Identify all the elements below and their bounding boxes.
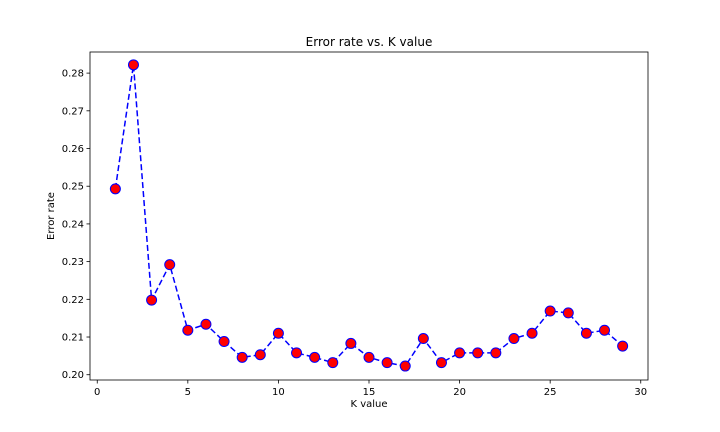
data-markers (109, 59, 629, 372)
y-tick-label: 0.26 (62, 144, 84, 155)
y-tick-label: 0.28 (62, 69, 84, 80)
y-tick-label: 0.23 (62, 257, 84, 268)
data-point (399, 360, 411, 372)
y-tick-label: 0.27 (62, 106, 84, 117)
x-tick-label: 30 (634, 387, 647, 398)
data-point (562, 307, 574, 319)
x-axis-label: K value (350, 399, 387, 410)
data-point (599, 324, 611, 336)
data-point (291, 347, 303, 359)
data-point (127, 59, 139, 71)
data-point (526, 327, 538, 339)
data-point (182, 324, 194, 336)
y-tick-label: 0.24 (62, 219, 84, 230)
data-point (454, 347, 466, 359)
data-point (580, 327, 592, 339)
data-point (200, 318, 212, 330)
data-point (472, 347, 484, 359)
y-tick-label: 0.22 (62, 295, 84, 306)
data-point (236, 351, 248, 363)
x-tick-label: 25 (544, 387, 557, 398)
data-point (218, 336, 230, 348)
data-point (363, 351, 375, 363)
y-tick-label: 0.20 (62, 370, 84, 381)
x-tick-label: 10 (272, 387, 285, 398)
data-point (272, 327, 284, 339)
y-axis-label: Error rate (46, 192, 57, 240)
data-point (417, 333, 429, 345)
data-point (254, 349, 266, 361)
y-tick-label: 0.21 (62, 333, 84, 344)
data-point (617, 340, 629, 352)
x-axis-ticks: 0 5 10 15 20 25 30 (94, 380, 647, 398)
data-point (146, 294, 158, 306)
data-point (490, 347, 502, 359)
data-point (508, 333, 520, 345)
x-tick-label: 20 (453, 387, 466, 398)
data-point (345, 337, 357, 349)
y-axis-ticks: 0.20 0.21 0.22 0.23 0.24 0.25 0.26 0.27 0.28 (62, 69, 90, 381)
data-point (309, 351, 321, 363)
y-tick-label: 0.25 (62, 182, 84, 193)
data-point (435, 357, 447, 369)
data-point (164, 259, 176, 271)
data-point (381, 357, 393, 369)
data-point (544, 305, 556, 317)
x-tick-label: 0 (94, 387, 100, 398)
chart-title: Error rate vs. K value (306, 35, 433, 49)
data-point (327, 357, 339, 369)
x-tick-label: 15 (363, 387, 376, 398)
data-point (109, 183, 121, 195)
x-tick-label: 5 (185, 387, 191, 398)
plot-area (90, 52, 648, 380)
plot-frame (89, 51, 649, 381)
